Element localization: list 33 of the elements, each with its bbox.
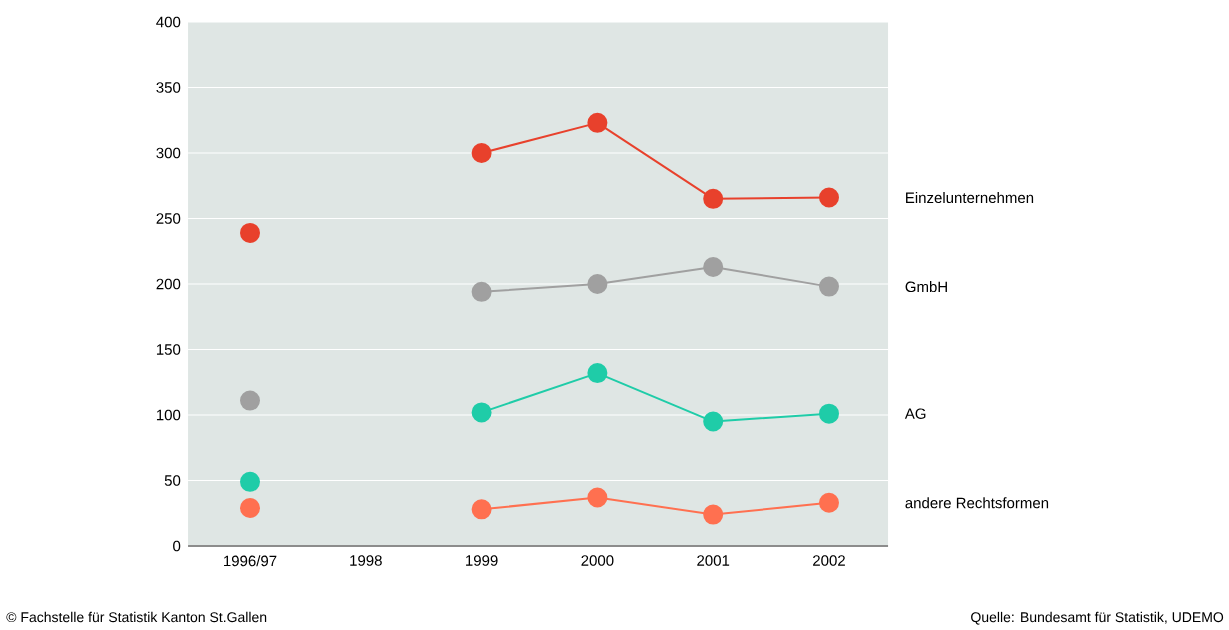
point — [240, 498, 260, 519]
y-tick-label: 250 — [156, 213, 181, 224]
point — [703, 188, 724, 209]
y-tick-label: 400 — [156, 16, 181, 28]
y-tick-label: 300 — [156, 147, 181, 159]
x-tick-label: 1999 — [466, 555, 498, 566]
x-tick-label: 1996/97 — [224, 555, 277, 567]
text: AG — [904, 408, 926, 419]
point — [240, 222, 260, 243]
point — [471, 143, 492, 163]
y-tick-label: 100 — [156, 409, 181, 421]
point — [819, 492, 839, 513]
text: GmbH — [905, 281, 947, 293]
source-note: Quelle: Bundesamt für Statistik, UDEMO — [971, 611, 1224, 625]
text: © Fachstelle für Statistik Kanton St.Gallen — [6, 611, 267, 623]
point — [703, 504, 724, 525]
x-tick-label: 2002 — [813, 555, 845, 566]
point — [587, 112, 608, 133]
x-tick-label: 1998 — [350, 555, 382, 566]
y-tick-label: 200 — [156, 278, 181, 290]
y-tick-label: 50 — [164, 475, 181, 486]
y-tick-label: 350 — [156, 82, 181, 93]
x-tick-label: 2000 — [581, 555, 614, 566]
text: Einzelunternehmen — [906, 192, 1034, 204]
x-tick-label: 2001 — [697, 555, 730, 566]
point — [240, 390, 260, 411]
point — [471, 499, 492, 520]
y-tick-label: 150 — [156, 344, 181, 355]
point — [819, 187, 839, 208]
text: andere Rechtsformen — [905, 497, 1049, 509]
point — [240, 471, 260, 492]
point — [587, 487, 608, 508]
y-tick-label: 0 — [173, 540, 181, 552]
